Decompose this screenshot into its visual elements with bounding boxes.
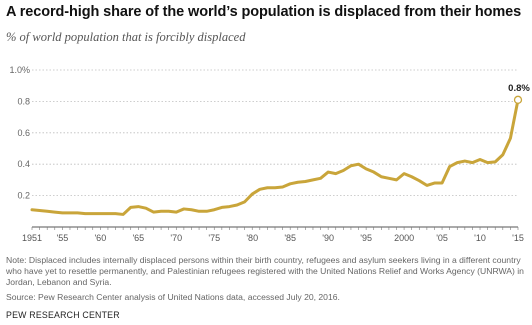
x-tick-label: '05 — [436, 233, 448, 243]
y-tick-label: 0.6 — [17, 128, 30, 138]
end-point-label: 0.8% — [508, 83, 530, 94]
x-tick-label: '55 — [57, 233, 69, 243]
chart-subtitle: % of world population that is forcibly d… — [6, 30, 246, 44]
x-tick-label: '70 — [170, 233, 182, 243]
x-tick-label: 1951 — [22, 233, 42, 243]
x-tick-label: '15 — [512, 233, 524, 243]
y-tick-label: 0.4 — [17, 159, 30, 169]
x-tick-label: '65 — [132, 233, 144, 243]
x-tick-label: '85 — [284, 233, 296, 243]
line-chart: 0.2 0.4 0.6 0.8 1.0% 1951 '55 '60 '65 '70 '75 '80 '8… — [9, 65, 530, 243]
chart-note: Note: Displaced includes internally disp… — [6, 255, 528, 289]
y-tick-label: 0.2 — [17, 191, 30, 201]
x-tick-label: '95 — [360, 233, 372, 243]
chart-title: A record-high share of the world’s popul… — [6, 4, 522, 20]
x-tick-label: '75 — [208, 233, 220, 243]
x-tick-label: '10 — [474, 233, 486, 243]
end-point-marker — [513, 95, 523, 104]
x-tick-label: '60 — [94, 233, 106, 243]
y-tick-label: 0.8 — [17, 96, 30, 106]
note-text: Note: Displaced includes internally disp… — [6, 255, 524, 288]
x-tick-label: 2000 — [394, 233, 414, 243]
brand-label: PEW RESEARCH CENTER — [6, 310, 120, 320]
x-tick-label: '80 — [246, 233, 258, 243]
y-tick-label: 1.0% — [9, 65, 30, 75]
series-line — [30, 98, 520, 216]
x-tick-label: '90 — [322, 233, 334, 243]
chart-source: Source: Pew Research Center analysis of … — [6, 292, 340, 302]
